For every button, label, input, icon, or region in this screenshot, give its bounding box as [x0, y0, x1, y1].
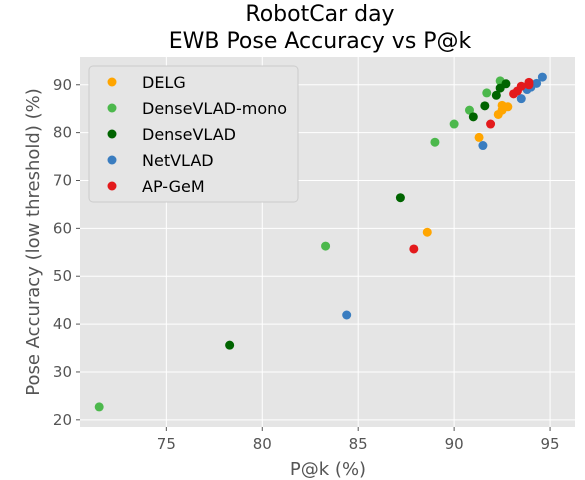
series-delg	[422, 100, 513, 237]
x-tick-label: 85	[349, 435, 368, 453]
legend-label-densevlad: DenseVLAD	[142, 125, 236, 144]
legend-label-densevlad-mono: DenseVLAD-mono	[142, 99, 287, 118]
data-point-densevlad	[491, 90, 501, 100]
legend-marker-densevlad	[107, 129, 117, 139]
chart-subtitle: EWB Pose Accuracy vs P@k	[169, 29, 472, 54]
data-point-densevlad	[468, 112, 478, 122]
legend-box	[88, 65, 299, 203]
data-point-densevlad	[225, 340, 235, 350]
legend-marker-ap-gem	[107, 181, 117, 191]
y-tick-label: 60	[53, 219, 72, 237]
legend-marker-delg	[107, 77, 117, 87]
y-ticks: 20 30 40 50 60 70 80 90	[53, 76, 80, 429]
legend-marker-densevlad-mono	[107, 103, 117, 113]
x-tick-label: 75	[157, 435, 176, 453]
data-point-ap-gem	[516, 81, 526, 91]
data-point-delg	[474, 132, 484, 142]
legend-label-netvlad: NetVLAD	[142, 151, 214, 170]
data-point-densevlad-mono	[464, 105, 474, 115]
data-points	[94, 72, 547, 412]
y-tick-label: 40	[53, 315, 72, 333]
data-point-densevlad-mono	[94, 402, 104, 412]
grid	[80, 57, 575, 427]
x-tick-label: 80	[253, 435, 272, 453]
legend-marker-netvlad	[107, 155, 117, 165]
data-point-densevlad-mono	[321, 241, 331, 251]
data-point-densevlad	[395, 193, 405, 203]
data-point-densevlad-mono	[482, 88, 492, 98]
y-tick-label: 70	[53, 171, 72, 189]
data-point-delg	[422, 227, 432, 237]
data-point-densevlad-mono	[449, 119, 459, 129]
data-point-netvlad	[532, 78, 542, 88]
data-point-netvlad	[478, 141, 488, 151]
y-tick-label: 20	[53, 411, 72, 429]
legend-label-ap-gem: AP-GeM	[142, 177, 205, 196]
data-point-netvlad	[537, 72, 547, 82]
data-point-ap-gem	[409, 244, 419, 254]
legend: DELG DenseVLAD-mono DenseVLAD NetVLAD AP-GeM	[88, 65, 299, 203]
chart-title: RobotCar day	[245, 2, 394, 27]
x-ticks: 75 80 85 90 95	[157, 427, 560, 453]
series-densevlad	[225, 79, 511, 350]
x-tick-label: 95	[541, 435, 560, 453]
data-point-netvlad	[342, 310, 352, 320]
data-point-densevlad	[480, 101, 490, 111]
data-point-delg	[503, 102, 513, 112]
data-point-ap-gem	[486, 119, 496, 129]
y-tick-label: 90	[53, 76, 72, 94]
y-tick-label: 50	[53, 267, 72, 285]
data-point-netvlad	[516, 94, 526, 104]
data-point-ap-gem	[524, 77, 534, 87]
y-axis-label: Pose Accuracy (low threshold) (%)	[23, 88, 44, 395]
y-tick-label: 80	[53, 124, 72, 142]
data-point-densevlad-mono	[430, 137, 440, 147]
x-axis-label: P@k (%)	[290, 459, 366, 480]
legend-label-delg: DELG	[142, 73, 186, 92]
x-tick-label: 90	[445, 435, 464, 453]
series-ap-gem	[409, 77, 534, 254]
y-tick-label: 30	[53, 363, 72, 381]
data-point-densevlad	[501, 79, 511, 89]
